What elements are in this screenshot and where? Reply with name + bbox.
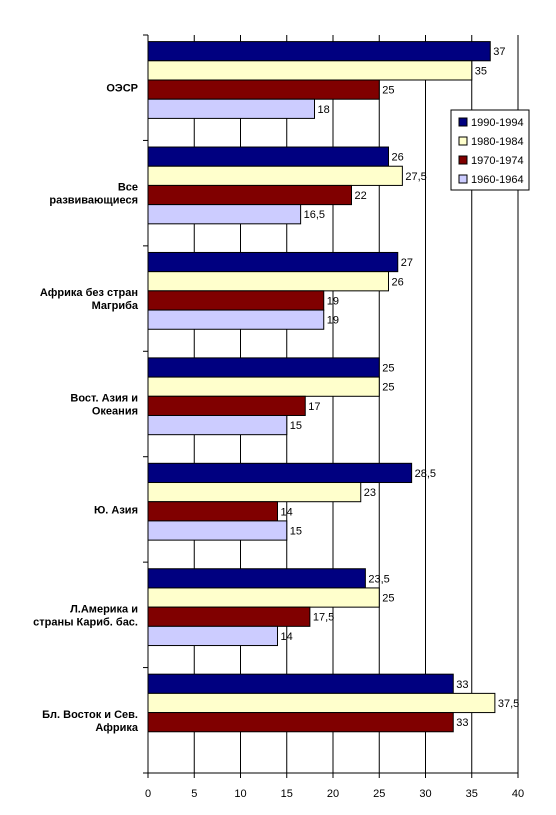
legend-label-0: 1990-1994 bbox=[471, 117, 524, 129]
bar-6-2 bbox=[147, 712, 454, 733]
value-label-2-2: 19 bbox=[327, 295, 339, 307]
bar-4-0 bbox=[147, 462, 413, 484]
value-label-6-0: 33 bbox=[456, 679, 468, 691]
bar-4-3 bbox=[147, 520, 288, 541]
category-label-5: Л.Америка и страны Кариб. бас. bbox=[33, 603, 138, 628]
legend-label-1: 1980-1984 bbox=[471, 136, 524, 148]
category-label-4: Ю. Азия bbox=[94, 504, 138, 516]
category-label-1: Все развивающиеся bbox=[49, 182, 138, 207]
value-label-5-0: 23,5 bbox=[368, 573, 389, 585]
bar-3-1 bbox=[147, 376, 380, 397]
value-label-6-1: 37,5 bbox=[498, 698, 519, 710]
bar-5-3 bbox=[147, 625, 278, 647]
bar-3-0 bbox=[147, 357, 380, 378]
value-label-5-2: 17,5 bbox=[313, 612, 334, 624]
bar-1-2 bbox=[147, 184, 352, 206]
bar-5-1 bbox=[147, 587, 380, 608]
bar-2-2 bbox=[147, 290, 325, 311]
value-label-0-1: 35 bbox=[475, 65, 487, 77]
value-label-4-1: 23 bbox=[364, 487, 376, 499]
value-label-2-1: 26 bbox=[392, 276, 404, 288]
bar-0-2 bbox=[147, 79, 380, 100]
value-label-5-1: 25 bbox=[382, 593, 394, 605]
category-label-6: Бл. Восток и Сев. Африка bbox=[42, 709, 139, 734]
value-label-3-0: 25 bbox=[382, 362, 394, 374]
x-tick-label-40: 40 bbox=[512, 788, 524, 800]
bar-4-1 bbox=[147, 482, 362, 503]
axes: ОЭСР Все развивающиеся Африка без стран Магр… bbox=[33, 34, 524, 800]
bar-5-2 bbox=[147, 606, 311, 627]
value-label-0-0: 37 bbox=[493, 46, 505, 58]
legend-swatch-2 bbox=[458, 155, 468, 165]
bar-0-3 bbox=[147, 98, 315, 119]
legend-swatch-3 bbox=[458, 174, 468, 184]
bar-3-3 bbox=[147, 414, 288, 436]
bar-2-1 bbox=[147, 271, 389, 292]
value-label-3-1: 25 bbox=[382, 382, 394, 394]
bars: 373525182627,52216,5272619192525171528,5… bbox=[147, 41, 519, 733]
value-label-1-0: 26 bbox=[392, 152, 404, 164]
legend-swatch-0 bbox=[458, 117, 468, 127]
value-label-6-2: 33 bbox=[456, 717, 468, 729]
value-label-1-3: 16,5 bbox=[304, 209, 325, 221]
category-label-2: Африка без стран Магриба bbox=[40, 287, 139, 312]
legend-swatch-1 bbox=[458, 136, 468, 146]
value-label-4-0: 28,5 bbox=[415, 468, 436, 480]
bar-6-1 bbox=[147, 692, 496, 714]
bar-0-0 bbox=[147, 41, 491, 62]
value-label-4-2: 14 bbox=[281, 506, 293, 518]
value-label-3-2: 17 bbox=[308, 401, 320, 413]
bar-0-1 bbox=[147, 60, 473, 81]
value-label-2-0: 27 bbox=[401, 257, 413, 269]
bar-5-0 bbox=[147, 568, 366, 589]
bar-6-0 bbox=[147, 673, 454, 694]
x-tick-label-0: 0 bbox=[145, 788, 151, 800]
x-tick-label-35: 35 bbox=[466, 788, 478, 800]
value-label-2-3: 19 bbox=[327, 315, 339, 327]
x-tick-label-10: 10 bbox=[234, 788, 246, 800]
value-label-0-2: 25 bbox=[382, 85, 394, 97]
legend: 1990-1994 1980-1984 1970-1974 1960-1964 bbox=[450, 109, 530, 191]
x-tick-label-5: 5 bbox=[191, 788, 197, 800]
bar-4-2 bbox=[147, 501, 278, 522]
value-label-0-3: 18 bbox=[318, 104, 330, 116]
value-label-3-3: 15 bbox=[290, 420, 302, 432]
bar-1-1 bbox=[147, 165, 403, 186]
x-tick-label-20: 20 bbox=[327, 788, 339, 800]
bar-1-0 bbox=[147, 146, 389, 167]
bar-2-0 bbox=[147, 251, 399, 273]
value-label-1-1: 27,5 bbox=[405, 171, 426, 183]
legend-label-2: 1970-1974 bbox=[471, 155, 524, 167]
bar-2-3 bbox=[147, 309, 325, 330]
bar-1-3 bbox=[147, 204, 302, 225]
value-label-5-3: 14 bbox=[281, 631, 293, 643]
value-label-1-2: 22 bbox=[355, 190, 367, 202]
x-tick-label-30: 30 bbox=[419, 788, 431, 800]
bar-3-2 bbox=[147, 395, 306, 416]
legend-label-3: 1960-1964 bbox=[471, 174, 524, 186]
x-tick-label-25: 25 bbox=[373, 788, 385, 800]
category-label-3: Вост. Азия и Океания bbox=[70, 393, 138, 418]
category-label-0: ОЭСР bbox=[106, 83, 138, 95]
x-tick-label-15: 15 bbox=[281, 788, 293, 800]
value-label-4-3: 15 bbox=[290, 526, 302, 538]
